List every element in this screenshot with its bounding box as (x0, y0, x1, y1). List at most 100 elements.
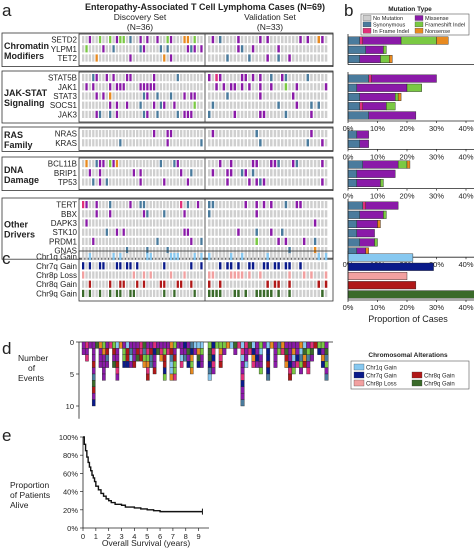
mutation-cell (109, 83, 112, 91)
mutation-cell (200, 101, 203, 109)
mutation-cell (146, 110, 149, 118)
cna-cell (142, 253, 146, 261)
event-block (125, 354, 130, 362)
mutation-cell (183, 169, 186, 177)
event-block (162, 341, 167, 349)
mutation-cell (129, 169, 132, 177)
event-block (277, 341, 282, 349)
mutation-cell (173, 237, 176, 245)
cna-cell (149, 280, 152, 288)
mutation-cell (88, 74, 92, 82)
mutation-cell (270, 210, 273, 218)
mutation-cell (302, 45, 306, 53)
mutation-cell (255, 36, 258, 44)
mutation-cell (136, 74, 139, 82)
cna-cell (102, 271, 105, 279)
mutation-cell (95, 92, 98, 100)
bar-tick-label: 10% (370, 192, 385, 201)
mutation-cell (226, 169, 229, 177)
group-label-2: Modifiers (4, 51, 44, 61)
mutation-cell (306, 83, 310, 91)
mutation-cell (324, 210, 328, 218)
mutation-cell (240, 160, 244, 168)
event-block (152, 361, 157, 368)
mutation-cell (152, 36, 156, 44)
mutation-cell (105, 54, 108, 62)
event-block (122, 354, 126, 362)
bar-segment (359, 139, 369, 148)
mutation-cell (196, 210, 200, 218)
mutation-cell (240, 54, 244, 62)
mutation-cell (288, 237, 291, 245)
mutation-cell (122, 45, 125, 53)
mutation-cell (277, 83, 280, 91)
mutation-cell (262, 45, 266, 53)
event-block (288, 354, 292, 362)
mutation-cell (295, 101, 299, 109)
mutation-cell (146, 210, 149, 218)
e-xtick-label: 8 (184, 532, 188, 541)
event-block (169, 373, 174, 381)
cna-cell (324, 271, 328, 279)
mutation-cell (85, 178, 88, 186)
mutation-cell (288, 74, 291, 82)
mutation-cell (149, 169, 152, 177)
mutation-cell (255, 92, 258, 100)
cna-cell (281, 289, 284, 297)
mutation-cell (306, 178, 310, 186)
mutation-cell (156, 228, 159, 236)
mutation-cell (277, 54, 280, 62)
mutation-cell (310, 83, 313, 91)
mutation-cell (211, 74, 215, 82)
mutation-cell (251, 210, 255, 218)
mutation-cell (200, 74, 203, 82)
mutation-cell (146, 36, 149, 44)
mutation-cell (186, 92, 190, 100)
gene-label: TERT (56, 201, 77, 210)
mutation-cell (85, 219, 88, 227)
e-xtick-label: 5 (145, 532, 149, 541)
mutation-cell (284, 130, 288, 138)
cna-cell (302, 253, 306, 261)
mutation-cell (321, 45, 324, 53)
mutation-cell (92, 74, 95, 82)
mutation-cell (159, 110, 163, 118)
mutation-cell (125, 36, 129, 44)
mutation-cell (321, 83, 324, 91)
cna-cell (85, 271, 88, 279)
event-block (288, 341, 292, 349)
cna-cell (152, 289, 156, 297)
mutation-cell (173, 160, 176, 168)
mutation-cell (183, 130, 186, 138)
event-block (299, 367, 303, 375)
mutation-cell (317, 219, 320, 227)
mutation-cell (88, 45, 92, 53)
cna-cell (159, 262, 163, 270)
cna-cell (129, 271, 132, 279)
mutation-cell (299, 201, 302, 209)
bar-segment (400, 36, 437, 45)
mutation-cell (136, 210, 139, 218)
mutation-cell (259, 178, 262, 186)
mutation-cell (211, 45, 215, 53)
cna-cell (218, 271, 222, 279)
mutation-cell (193, 83, 196, 91)
mutation-cell (122, 139, 125, 147)
mutation-cell (119, 110, 122, 118)
mutation-cell (190, 178, 193, 186)
mutation-cell (218, 92, 222, 100)
event-block (291, 354, 296, 362)
event-block (102, 367, 106, 375)
mutation-cell (92, 92, 95, 100)
event-block (273, 361, 278, 368)
mutation-cell (136, 101, 139, 109)
mutation-cell (270, 83, 273, 91)
cna-cell (266, 262, 269, 270)
event-block (156, 348, 160, 355)
mutation-cell (196, 83, 200, 91)
cna-cell (183, 271, 186, 279)
mutation-cell (324, 101, 328, 109)
cna-cell (92, 262, 95, 270)
cna-cell (156, 280, 159, 288)
mutation-cell (169, 36, 173, 44)
